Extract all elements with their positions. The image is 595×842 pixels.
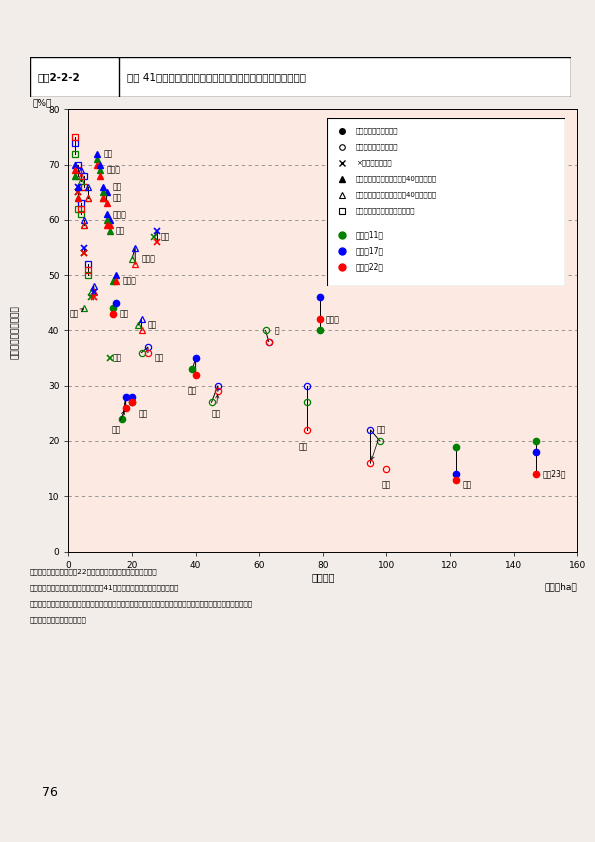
Text: 図表2-2-2: 図表2-2-2: [38, 72, 80, 82]
Text: ：平成17年: ：平成17年: [356, 247, 384, 255]
Text: 春日井: 春日井: [142, 254, 155, 264]
Text: 全国 41都市における人口密度と自動車分担率（平日）の関係: 全国 41都市における人口密度と自動車分担率（平日）の関係: [127, 72, 306, 82]
Text: 注１：継続的に調査を実施している、41都市の市街化区域での集計結果。: 注１：継続的に調査を実施している、41都市の市街化区域での集計結果。: [30, 584, 179, 591]
Text: 熊本: 熊本: [116, 226, 126, 236]
Text: ：平成22年: ：平成22年: [356, 263, 384, 271]
Text: 福岡: 福岡: [188, 386, 197, 396]
Text: 埼玉: 埼玉: [161, 232, 170, 241]
Text: 地方中核都市圏（中心都市40万人未満）: 地方中核都市圏（中心都市40万人未満）: [356, 192, 437, 198]
Text: 大阪: 大阪: [463, 481, 472, 490]
X-axis label: 人口密度: 人口密度: [311, 573, 334, 583]
Text: 横浜: 横浜: [371, 425, 386, 460]
Text: （%）: （%）: [33, 98, 52, 107]
Text: 宇都宮: 宇都宮: [107, 166, 120, 175]
Text: 注２：自動車分担率は全トリップ（出発地から目的地までの移動一回を１トリップとする）に占める自動車による: 注２：自動車分担率は全トリップ（出発地から目的地までの移動一回を１トリップとする…: [30, 600, 253, 607]
Text: ×地方中枢都市圏: ×地方中枢都市圏: [356, 159, 392, 166]
Text: 三大都市圏・周辺都市: 三大都市圏・周辺都市: [356, 143, 398, 150]
Text: 奈良: 奈良: [113, 354, 122, 363]
Text: 名古屋: 名古屋: [326, 315, 340, 324]
Text: 堺: 堺: [275, 326, 280, 335]
Text: 川崎: 川崎: [382, 481, 391, 490]
Text: 静岡: 静岡: [70, 309, 84, 318]
Text: 三大都市圏・中心都市: 三大都市圏・中心都市: [356, 127, 398, 134]
Text: 自動車分担率（平日）: 自動車分担率（平日）: [10, 306, 20, 360]
Text: 鹿児島: 鹿児島: [113, 210, 127, 219]
Text: 地方中心都市圏・その他の都市: 地方中心都市圏・その他の都市: [356, 208, 415, 214]
Text: 資料：国土交通省「平成22年全国都市交通特性調査」より作成: 資料：国土交通省「平成22年全国都市交通特性調査」より作成: [30, 568, 157, 575]
Text: （人／ha）: （人／ha）: [544, 582, 577, 591]
Text: トリップの割合を表す。: トリップの割合を表す。: [30, 616, 87, 623]
Text: 金沢: 金沢: [104, 149, 112, 158]
Text: 地方中核都市圏（中心都市40万人以上）: 地方中核都市圏（中心都市40万人以上）: [356, 175, 437, 182]
Text: 千葉: 千葉: [154, 354, 164, 363]
Text: 札幌: 札幌: [119, 309, 129, 318]
Text: 松戸: 松戸: [299, 442, 308, 451]
Text: ：平成11年: ：平成11年: [356, 231, 384, 239]
Text: 宇治: 宇治: [148, 321, 157, 329]
Text: 東京23区: 東京23区: [542, 470, 566, 478]
Text: 北九州: 北九州: [123, 276, 136, 285]
Text: 岐阜: 岐阜: [113, 194, 122, 202]
Text: 神戸: 神戸: [139, 409, 148, 418]
Text: 京都: 京都: [111, 411, 124, 434]
Text: 所沢: 所沢: [211, 395, 221, 418]
Text: 76: 76: [42, 786, 58, 799]
Text: 徳島: 徳島: [113, 183, 122, 191]
